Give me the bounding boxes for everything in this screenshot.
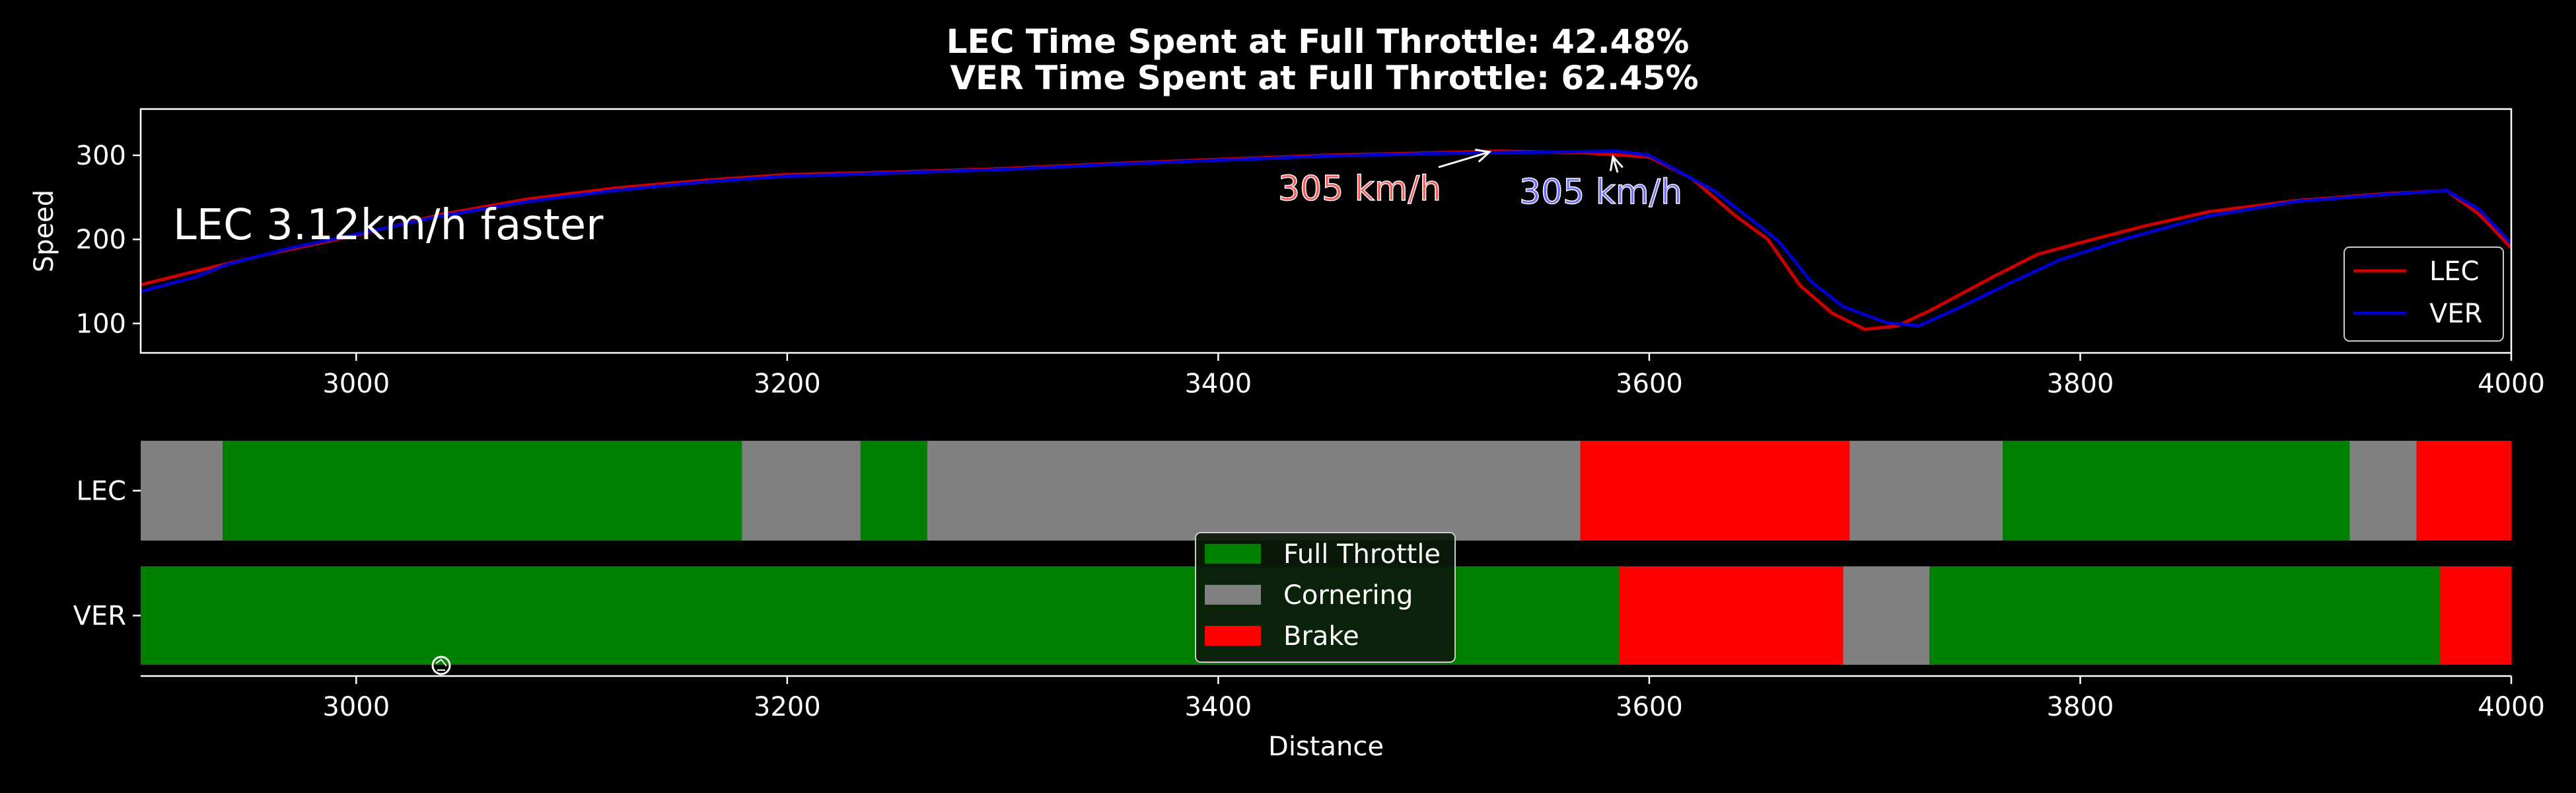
legend-label-brake: Brake (1283, 621, 1359, 652)
speed-x-tick-label: 3200 (754, 369, 821, 399)
segment-lec-cornering (1849, 441, 2003, 541)
throttle-x-axis-label: Distance (1268, 732, 1384, 762)
segment-ver-cornering (1843, 566, 1930, 665)
segment-ver-brake (2440, 566, 2512, 665)
speed-x-tick-label: 3400 (1184, 369, 1252, 399)
segment-ver-brake (1619, 566, 1844, 665)
max-speed-callout-lec: 305 km/h (1278, 169, 1441, 209)
speed-legend: LEC VER (2343, 246, 2504, 342)
throttle-x-tick-label: 3400 (1184, 692, 1252, 722)
speed-x-tick-label: 3600 (1616, 369, 1683, 399)
legend-label-cornering: Cornering (1283, 580, 1413, 611)
throttle-x-tick-label: 3600 (1616, 692, 1683, 722)
speed-y-axis-label: Speed (29, 190, 59, 272)
speed-x-tick-label: 3800 (2047, 369, 2114, 399)
title-line-1: LEC Time Spent at Full Throttle: 42.48% (947, 22, 1690, 61)
legend-label-ver: VER (2429, 299, 2482, 329)
segment-lec-full-throttle (2002, 441, 2350, 541)
throttle-legend: Full Throttle Cornering Brake (1195, 532, 1456, 663)
throttle-x-tick-label: 3800 (2047, 692, 2114, 722)
legend-label-lec: LEC (2429, 256, 2480, 287)
throttle-x-tick-label: 3200 (754, 692, 821, 722)
segment-lec-cornering (927, 441, 1581, 541)
throttle-x-tick-label: 3000 (322, 692, 390, 722)
title-line-2: VER Time Spent at Full Throttle: 62.45% (950, 59, 1698, 97)
segment-lec-cornering (742, 441, 861, 541)
lane-label-lec: LEC (77, 476, 127, 507)
segment-ver-full-throttle (1929, 566, 2441, 665)
logo-mark (431, 656, 451, 675)
legend-swatch-cornering (1205, 585, 1261, 605)
speed-axes-frame (139, 108, 2513, 354)
throttle-x-tick-label: 4000 (2478, 692, 2545, 722)
speed-y-tick-label: 200 (76, 225, 126, 255)
speed-x-tick-label: 4000 (2478, 369, 2545, 399)
speed-y-tick-label: 300 (76, 141, 126, 171)
speed-plot-background (141, 109, 2511, 353)
segment-lec-brake (2416, 441, 2512, 541)
segment-lec-full-throttle (222, 441, 742, 541)
max-speed-arrowhead (1609, 154, 1624, 171)
lane-label-ver: VER (73, 601, 126, 632)
max-speed-arrow-ver (1612, 156, 1619, 173)
speed-difference-annotation: LEC 3.12km/h faster (173, 201, 604, 250)
series-line-ver (140, 149, 2513, 328)
max-speed-arrowhead (1475, 149, 1492, 163)
logo-circle (431, 656, 451, 675)
max-speed-arrow-lec (1438, 151, 1490, 169)
speed-x-tick-label: 3000 (322, 369, 390, 399)
segment-lec-brake (1580, 441, 1850, 541)
throttle-chart: LEC VER 3000 3200 3400 3600 3800 4000 Distance Fu… (73, 441, 2545, 762)
segment-lec-cornering (2349, 441, 2417, 541)
segment-lec-full-throttle (860, 441, 928, 541)
legend-swatch-brake (1205, 626, 1261, 646)
speed-chart: 3000 3200 3400 3600 3800 4000 100 200 300 Speed LE… (29, 108, 2545, 399)
segment-lec-cornering (141, 441, 223, 541)
legend-label-full-throttle: Full Throttle (1283, 539, 1441, 570)
legend-swatch-full-throttle (1205, 544, 1261, 564)
speed-y-tick-label: 100 (76, 309, 126, 339)
max-speed-callout-ver: 305 km/h (1519, 172, 1682, 212)
logo-stroke (435, 658, 447, 671)
